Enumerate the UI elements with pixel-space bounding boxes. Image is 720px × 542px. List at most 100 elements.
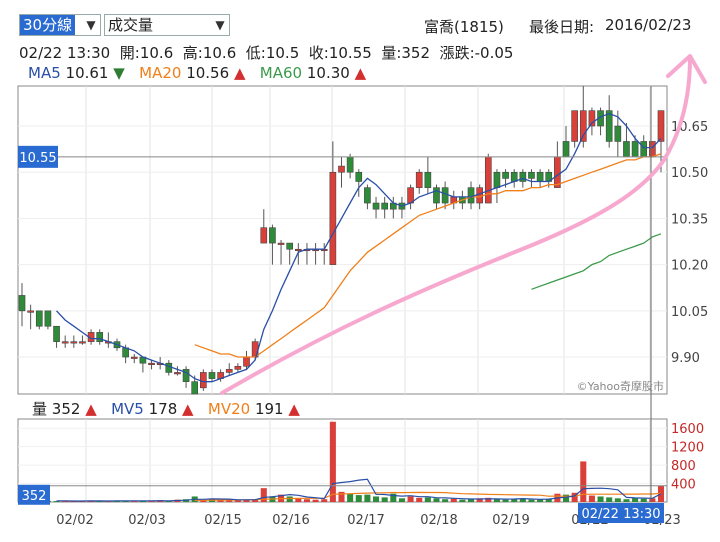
- quote-row: 02/22 13:30 開:10.6 高:10.6 低:10.5 收:10.55…: [19, 42, 513, 63]
- x-tick-label: 02/19: [492, 513, 529, 528]
- volume-bar: [407, 496, 414, 502]
- volume-bar: [234, 499, 241, 502]
- interval-select[interactable]: 30分線 ▼: [19, 14, 101, 36]
- candle-body: [415, 171, 423, 188]
- volume-bar: [640, 498, 647, 502]
- volume-bar: [468, 499, 475, 502]
- volume-bar: [131, 501, 138, 502]
- mv20-label: MV20: [207, 400, 251, 418]
- price-tick-label: 9.90: [671, 351, 700, 366]
- quote-high: 高:10.6: [182, 44, 237, 62]
- volume-bar: [381, 497, 388, 502]
- candle-body: [35, 310, 43, 327]
- ma5-label: MA5: [28, 64, 61, 82]
- volume-bar: [347, 493, 354, 502]
- price-tick-label: 10.05: [671, 305, 708, 320]
- last-date-label: 最後日期:: [529, 18, 595, 36]
- ma20-value: 10.56: [186, 64, 230, 82]
- volume-bar: [303, 499, 310, 502]
- candle-body: [225, 369, 233, 373]
- x-tick-label: 02/03: [128, 513, 165, 528]
- ma60-value: 10.30: [306, 64, 350, 82]
- volume-bar: [260, 488, 267, 502]
- chevron-down-icon[interactable]: ▼: [86, 18, 96, 32]
- candle-body: [640, 141, 648, 158]
- volume-bar: [588, 495, 595, 502]
- candle-body: [657, 110, 665, 142]
- volume-panel: 02/02 02/03 02/15 02/16 02/17 02/18 02/19 02/22…: [17, 418, 704, 528]
- candle-body: [269, 227, 276, 244]
- trend-arrow-head: [666, 54, 707, 84]
- quote-datetime: 02/22 13:30: [19, 44, 111, 62]
- volume-bar: [511, 499, 518, 502]
- price-tick-label: 10.35: [671, 212, 708, 227]
- candle-body: [623, 141, 630, 158]
- cursor-date-label: 02/22 13:30: [581, 507, 660, 522]
- x-tick-label: 02/17: [347, 513, 384, 528]
- ma5-arrow: ▼: [113, 64, 125, 82]
- candle-body: [649, 141, 656, 158]
- candle-body: [433, 187, 440, 204]
- candle-body: [79, 341, 86, 344]
- vol-arrow: ▲: [85, 400, 97, 418]
- indicator-select[interactable]: 成交量 ▼: [104, 14, 230, 36]
- candle-body: [579, 110, 587, 142]
- volume-bar: [493, 499, 500, 502]
- candle-body: [441, 187, 449, 204]
- overlay: 10.55 352 02/22 13:30 ©Yahoo奇摩股市: [18, 54, 707, 523]
- x-tick-label: 02/02: [56, 513, 93, 528]
- volume-tick-label: 800: [671, 459, 696, 474]
- candle-body: [286, 242, 294, 250]
- volume-bar: [416, 497, 423, 502]
- volume-bar: [649, 498, 656, 502]
- candle-body: [476, 187, 483, 204]
- chevron-down-icon[interactable]: ▼: [215, 18, 225, 32]
- volume-bar: [545, 498, 552, 502]
- volume-bar: [286, 496, 293, 502]
- volume-bar: [571, 492, 578, 502]
- volume-bar: [562, 494, 570, 502]
- candle-body: [346, 156, 354, 173]
- interval-select-value: 30分線: [20, 15, 76, 35]
- mv20-value: 191: [254, 400, 284, 418]
- ma20-line: [194, 153, 662, 358]
- volume-bar: [623, 499, 630, 502]
- candle-body: [200, 372, 207, 389]
- candle-body: [355, 171, 363, 182]
- volume-bar: [597, 496, 604, 502]
- candle-body: [372, 202, 380, 210]
- x-tick-label: 02/16: [272, 513, 309, 528]
- ma60-label: MA60: [259, 64, 303, 82]
- volume-bar: [459, 499, 466, 502]
- volume-bar: [442, 499, 449, 502]
- candle-body: [329, 171, 337, 265]
- current-price-label: 10.55: [19, 151, 56, 166]
- candle-body: [536, 171, 544, 182]
- volume-tick-label: 400: [671, 478, 696, 493]
- candle-body: [554, 156, 561, 188]
- candle-body: [484, 156, 492, 204]
- candle-body: [562, 141, 570, 158]
- volume-bar: [519, 498, 526, 502]
- candle-body: [528, 171, 535, 179]
- volume-bar: [485, 497, 492, 502]
- volume-bar: [528, 499, 535, 502]
- candle-body: [165, 362, 173, 373]
- volume-bar: [537, 499, 544, 502]
- ma5-line: [56, 113, 662, 383]
- x-tick-label: 02/15: [204, 513, 241, 528]
- volume-bar: [338, 491, 345, 502]
- current-price-badge: [18, 145, 58, 168]
- current-volume-badge: [18, 484, 50, 505]
- candle-body: [381, 202, 388, 210]
- mv5-value: 178: [148, 400, 178, 418]
- price-tick-label: 10.50: [671, 166, 708, 181]
- candle-body: [61, 341, 69, 344]
- candle-body: [467, 187, 475, 204]
- price-frame: [17, 85, 668, 395]
- candle-body: [631, 141, 639, 158]
- quote-volume: 量:352: [381, 44, 431, 62]
- candle-body: [243, 356, 250, 367]
- ma20-arrow: ▲: [233, 64, 246, 82]
